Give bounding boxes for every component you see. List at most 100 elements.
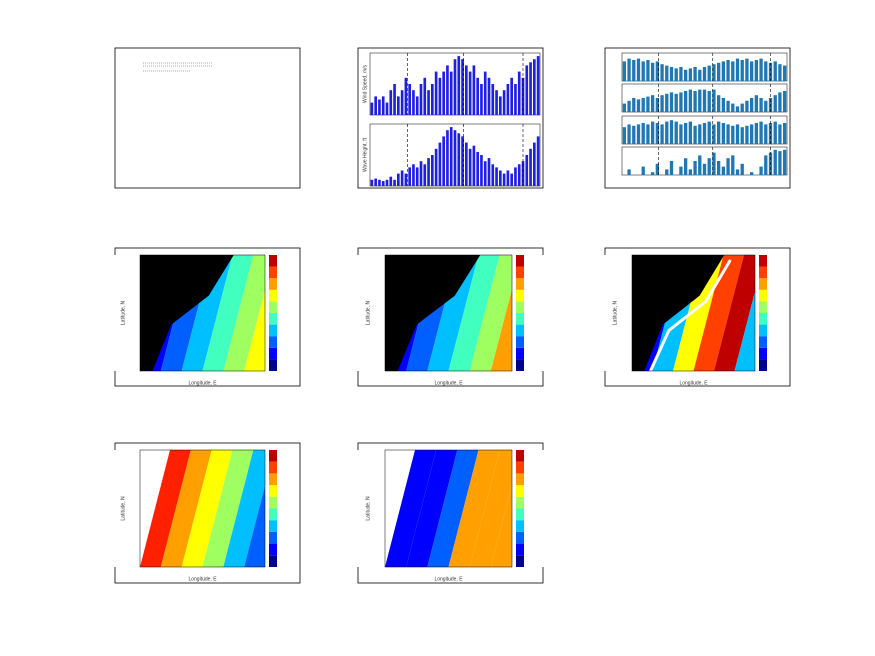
bar [688, 68, 693, 81]
bar [683, 123, 688, 144]
colorbar-cell [516, 289, 524, 302]
bar [423, 164, 427, 186]
bar [495, 90, 498, 115]
bar [698, 155, 702, 175]
bar [688, 169, 693, 175]
bar [480, 84, 483, 115]
bar [707, 91, 711, 112]
bar [636, 124, 641, 144]
bar [735, 124, 740, 144]
bar [499, 96, 502, 115]
bar [449, 71, 453, 115]
contour-band [448, 255, 500, 371]
bar [726, 124, 730, 144]
bar [745, 125, 749, 144]
bar [465, 65, 468, 115]
map: Longitude, E Latitude, N [355, 254, 546, 386]
colorbar-cell [516, 555, 524, 567]
map: Longitude, E Latitude, N [110, 449, 299, 582]
bar [646, 96, 650, 112]
bar [731, 61, 735, 81]
contour-band [223, 450, 275, 567]
bar [627, 100, 631, 112]
bar [707, 65, 711, 81]
y-axis-label: Latitude, N [365, 496, 371, 521]
bar [698, 89, 702, 112]
bar [712, 89, 716, 112]
colorbar-cell [269, 496, 277, 509]
bar [627, 124, 631, 144]
bar [698, 124, 702, 144]
bar [721, 166, 726, 175]
colorbar-cell [759, 336, 767, 348]
bar [636, 99, 641, 112]
colorbar-cell [269, 531, 277, 544]
bar [397, 96, 400, 115]
bar [726, 158, 730, 175]
colorbar-cell [269, 313, 277, 325]
bar [683, 91, 688, 112]
contour-band [427, 450, 479, 567]
colorbar-cell [759, 359, 767, 371]
bar [731, 155, 735, 175]
plot-area [139, 449, 266, 568]
x-axis-label: Longitude, E [188, 380, 217, 386]
bar [636, 58, 641, 81]
colorbar-cell [516, 485, 524, 497]
colorbar-cell [516, 313, 524, 325]
x-axis-label: Longitude, E [434, 576, 463, 582]
bar [764, 124, 768, 144]
bar [749, 98, 754, 112]
bar [782, 123, 787, 144]
bar [683, 69, 688, 81]
land [632, 255, 725, 371]
bar [712, 152, 716, 175]
bar [745, 58, 749, 81]
bar [476, 151, 479, 186]
bar [641, 123, 645, 144]
bar [506, 84, 510, 115]
bar [693, 125, 697, 144]
clip-cover [355, 450, 385, 567]
bar [521, 77, 525, 115]
colorbar-cell [269, 555, 277, 567]
plot-area [631, 254, 756, 372]
bar [400, 170, 404, 186]
bar [650, 172, 655, 175]
bar [491, 164, 495, 186]
colorbar-cell [269, 461, 277, 474]
contour-band [223, 255, 275, 371]
contour-band [469, 450, 521, 567]
colorbar-cell [269, 508, 277, 521]
bar [693, 91, 697, 112]
bar [773, 61, 777, 81]
bar [434, 148, 438, 186]
bar [650, 95, 655, 112]
panel [114, 47, 301, 189]
bar [506, 170, 510, 186]
colorbar-cell [269, 485, 277, 497]
bar [754, 123, 759, 144]
colorbar-cell [269, 301, 277, 313]
bar [510, 173, 513, 186]
bar [431, 155, 434, 186]
colorbar-cell [269, 255, 277, 267]
bar [679, 67, 683, 81]
bar [646, 124, 650, 144]
bar [669, 67, 674, 81]
colorbar-cell [516, 336, 524, 348]
bar [740, 60, 744, 81]
bar [740, 163, 744, 175]
colorbar-cell [269, 473, 277, 486]
bar [778, 92, 782, 112]
bar [759, 58, 763, 81]
bar [754, 95, 759, 112]
bar [453, 59, 457, 115]
bar [381, 181, 385, 186]
x-axis-label: Longitude, E [434, 380, 463, 386]
bar [622, 103, 627, 112]
bar [749, 124, 754, 144]
bar [495, 167, 498, 186]
bar [491, 84, 495, 115]
bar [778, 151, 782, 175]
